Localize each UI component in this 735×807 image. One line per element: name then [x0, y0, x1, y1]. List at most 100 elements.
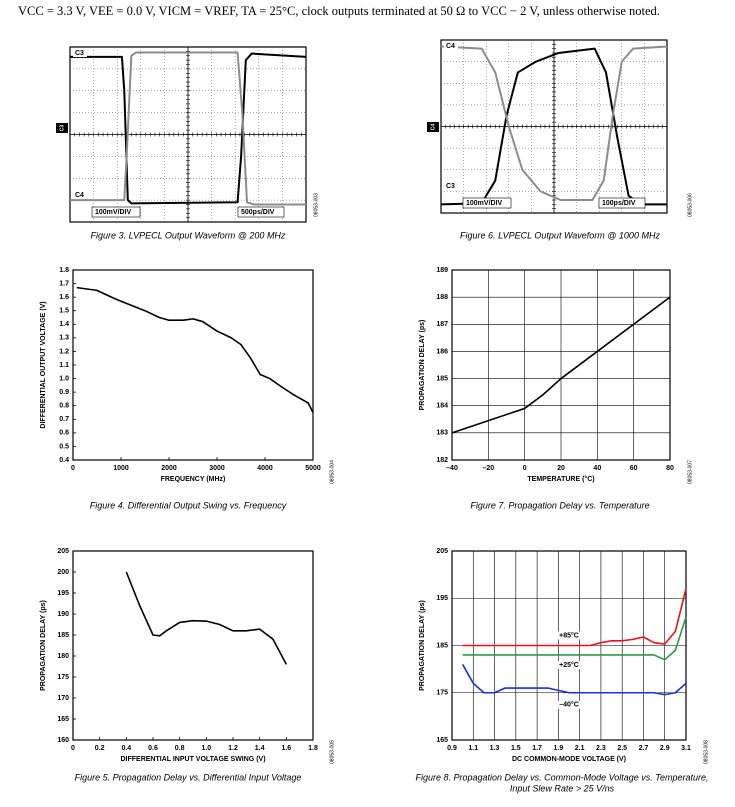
y-tick-label: 0.9 — [59, 389, 69, 396]
x-tick-label: 2.1 — [575, 745, 585, 752]
plot-area — [72, 269, 314, 461]
x-tick-label: 0.2 — [95, 745, 105, 752]
figure-code: 08053-005 — [329, 740, 335, 764]
y-tick-label: 185 — [436, 375, 448, 382]
channel-marker: C4 — [430, 124, 436, 131]
y-axis-label: DIFFERENTIAL OUTPUT VOLTAGE (V) — [40, 301, 47, 428]
y-tick-label: 185 — [57, 632, 69, 639]
x-tick-label: 2000 — [161, 465, 177, 472]
x-tick-label: 0.8 — [175, 745, 185, 752]
y-tick-label: 1.6 — [59, 294, 69, 301]
y-tick-label: 0.5 — [59, 443, 69, 450]
y-tick-label: 185 — [436, 642, 448, 649]
label-box — [462, 197, 512, 209]
channel-label: C3 — [446, 183, 455, 190]
label-box — [237, 206, 285, 218]
y-tick-label: 175 — [436, 690, 448, 697]
y-tick-label: 187 — [436, 321, 448, 328]
x-tick-label: 2.7 — [639, 745, 649, 752]
volts-per-division: 100mV/DIV — [95, 209, 132, 216]
y-tick-label: 0.8 — [59, 403, 69, 410]
x-axis-label: FREQUENCY (MHz) — [161, 476, 226, 483]
y-tick-label: 1.2 — [59, 348, 69, 355]
figure-code: 08053-008 — [703, 740, 709, 764]
y-tick-label: 0.7 — [59, 416, 69, 423]
y-axis-label: PROPAGATION DELAY (ps) — [419, 320, 426, 411]
x-tick-label: –20 — [482, 465, 494, 472]
waveform — [440, 47, 667, 206]
y-tick-label: 165 — [57, 716, 69, 723]
y-tick-label: 165 — [436, 737, 448, 744]
x-tick-label: 4000 — [257, 465, 273, 472]
label-box — [444, 41, 458, 50]
figure-code: 08053-003 — [313, 193, 319, 217]
y-tick-label: 1.1 — [59, 362, 69, 369]
series-label-bg — [558, 631, 580, 640]
label-box — [73, 190, 87, 199]
x-tick-label: –40 — [446, 465, 458, 472]
data-line — [462, 616, 687, 661]
x-tick-label: 0.6 — [148, 745, 158, 752]
label-box — [73, 48, 87, 57]
y-tick-label: 1.7 — [59, 280, 69, 287]
figure-code: 08053-007 — [687, 460, 693, 484]
conditions-note: VCC = 3.3 V, VEE = 0.0 V, VICM = VREF, T… — [18, 4, 660, 18]
data-line — [462, 588, 687, 647]
y-tick-label: 1.0 — [59, 375, 69, 382]
figure-caption: Figure 8. Propagation Delay vs. Common-M… — [416, 772, 709, 782]
time-per-division: 100ps/DIV — [602, 200, 636, 207]
figure-caption: Figure 6. LVPECL Output Waveform @ 1000 … — [460, 230, 660, 240]
x-tick-label: 1.9 — [553, 745, 563, 752]
label-box — [598, 197, 646, 209]
figure-caption: Input Slew Rate > 25 V/ns — [510, 783, 615, 793]
x-axis-label: DC COMMON-MODE VOLTAGE (V) — [512, 756, 626, 763]
series-label: +85°C — [559, 631, 579, 639]
waveform — [70, 51, 306, 206]
y-tick-label: 0.6 — [59, 430, 69, 437]
x-axis-label: TEMPERATURE (°C) — [527, 475, 594, 483]
data-line — [461, 664, 687, 696]
volts-per-division: 100mV/DIV — [466, 200, 503, 207]
x-tick-label: 3000 — [209, 465, 225, 472]
y-tick-label: 180 — [57, 653, 69, 660]
y-tick-label: 182 — [436, 457, 448, 464]
x-tick-label: 1.1 — [468, 745, 478, 752]
plot-area — [72, 550, 314, 741]
x-tick-label: 2.5 — [617, 745, 627, 752]
y-axis-label: PROPAGATION DELAY (ps) — [40, 600, 47, 691]
y-tick-label: 186 — [436, 348, 448, 355]
x-tick-label: 0.4 — [121, 745, 131, 752]
channel-label: C3 — [75, 50, 84, 57]
x-tick-label: 1.8 — [308, 745, 318, 752]
x-tick-label: 40 — [593, 465, 601, 472]
x-tick-label: 1.3 — [490, 745, 500, 752]
figure-caption: Figure 3. LVPECL Output Waveform @ 200 M… — [91, 230, 286, 240]
channel-label: C4 — [75, 192, 84, 199]
x-tick-label: 2.3 — [596, 745, 606, 752]
waveform — [70, 52, 307, 205]
series-label-bg — [558, 700, 580, 709]
y-tick-label: 195 — [57, 590, 69, 597]
y-tick-label: 200 — [57, 569, 69, 576]
time-per-division: 500ps/DIV — [241, 209, 275, 216]
x-tick-label: 2.9 — [660, 745, 670, 752]
x-tick-label: 5000 — [305, 465, 321, 472]
x-tick-label: 1.4 — [255, 745, 265, 752]
channel-label: C4 — [446, 43, 455, 50]
waveform — [440, 45, 668, 202]
y-tick-label: 195 — [436, 595, 448, 602]
x-tick-label: 3.1 — [681, 745, 691, 752]
series-label-bg — [558, 660, 580, 669]
y-tick-label: 1.4 — [59, 321, 69, 328]
label-box — [444, 181, 458, 190]
x-tick-label: 0.9 — [447, 745, 457, 752]
figure-code: 08053-006 — [687, 193, 693, 217]
x-tick-label: 80 — [666, 465, 674, 472]
x-tick-label: 0 — [523, 465, 527, 472]
marker-box — [56, 123, 68, 133]
figure-caption: Figure 4. Differential Output Swing vs. … — [90, 500, 287, 510]
x-tick-label: 1.6 — [281, 745, 291, 752]
series-label: +25°C — [559, 661, 579, 669]
y-tick-label: 1.3 — [59, 335, 69, 342]
